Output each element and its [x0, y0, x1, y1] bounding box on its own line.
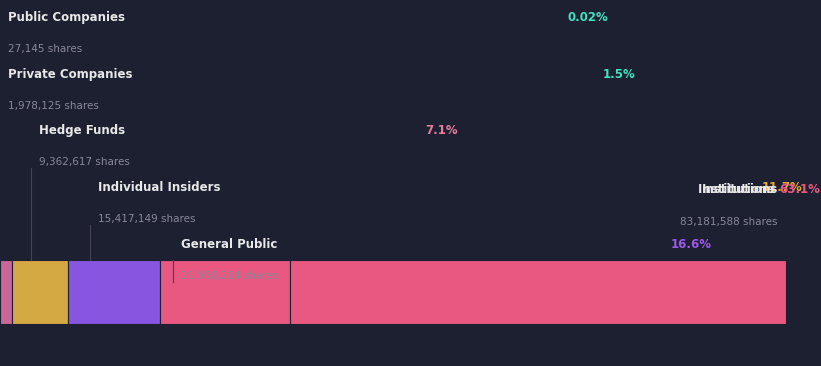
Text: Institutions: Institutions [702, 183, 778, 196]
Text: Private Companies: Private Companies [8, 68, 136, 81]
Text: Individual Insiders: Individual Insiders [99, 181, 225, 194]
Text: Public Companies: Public Companies [8, 11, 129, 24]
Text: 21,960,214 shares: 21,960,214 shares [181, 271, 278, 281]
Text: 0.02%: 0.02% [567, 11, 608, 24]
Bar [67, 260, 159, 324]
Text: Hedge Funds: Hedge Funds [39, 124, 130, 138]
Text: 63.1%: 63.1% [779, 183, 819, 196]
Text: 15,417,149 shares: 15,417,149 shares [99, 214, 195, 224]
Text: 9,362,617 shares: 9,362,617 shares [39, 157, 131, 167]
Text: 1.5%: 1.5% [603, 68, 635, 81]
Text: 16.6%: 16.6% [671, 238, 712, 251]
Text: General Public: General Public [181, 238, 282, 251]
Bar [12, 260, 67, 324]
Bar [0, 260, 12, 324]
Text: 83,181,588 shares: 83,181,588 shares [681, 217, 778, 227]
Text: 27,145 shares: 27,145 shares [8, 44, 82, 54]
Bar [290, 260, 786, 324]
Text: Institutions 63.1%: Institutions 63.1% [657, 183, 778, 196]
Bar [159, 260, 290, 324]
Text: 11.7%: 11.7% [762, 181, 803, 194]
Text: Institutions: Institutions [698, 183, 778, 196]
Text: 1,978,125 shares: 1,978,125 shares [8, 101, 99, 111]
Text: 7.1%: 7.1% [425, 124, 458, 138]
